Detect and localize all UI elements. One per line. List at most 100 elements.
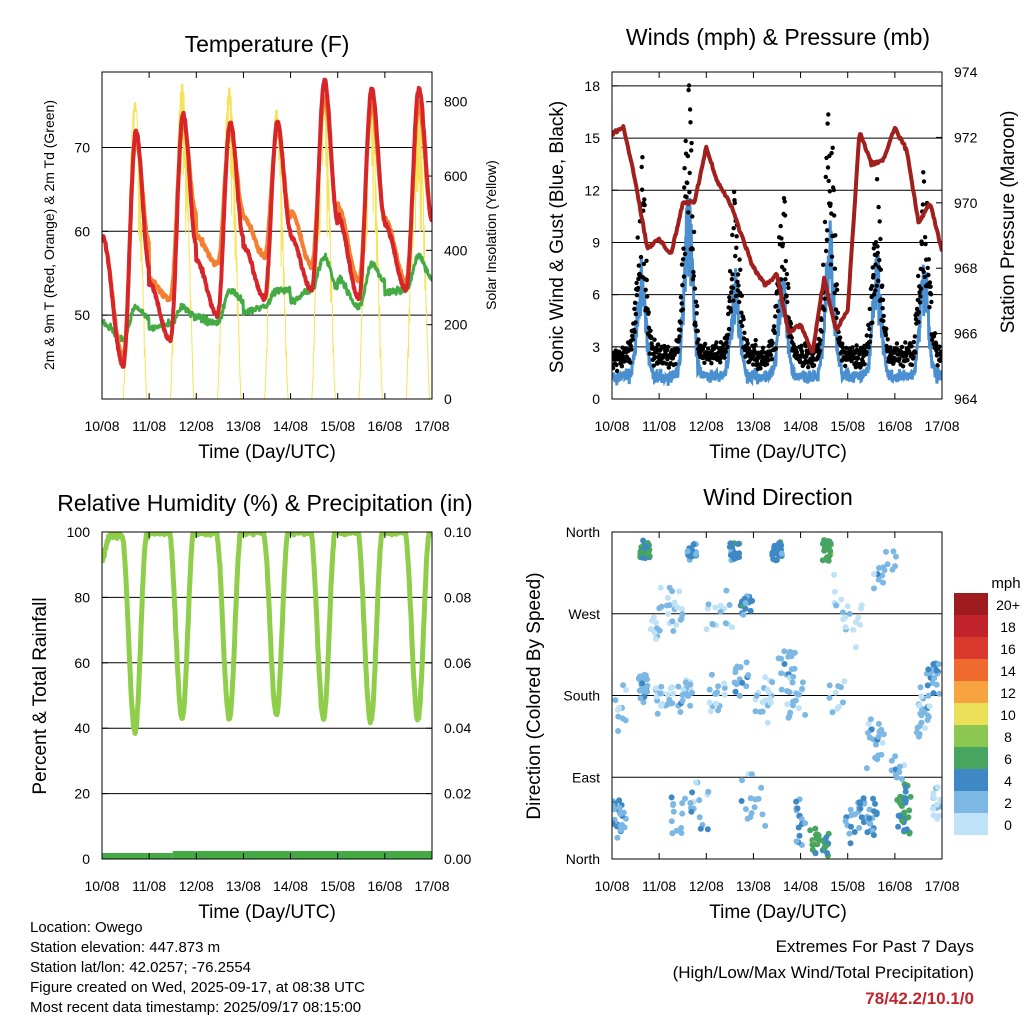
precip-y2tick-label: 0.02 — [444, 786, 471, 802]
direction-point — [759, 699, 766, 706]
gust-point — [929, 299, 934, 305]
gust-point — [698, 343, 703, 348]
direction-point — [926, 703, 933, 710]
gust-point — [868, 333, 873, 339]
gust-point — [922, 274, 927, 280]
gust-point — [828, 262, 834, 267]
direction-point — [679, 810, 686, 817]
temperature-ylabel-right: Solar Insolation (Yellow) — [483, 160, 499, 310]
direction-point — [880, 579, 886, 586]
gust-point — [682, 185, 687, 190]
gust-point — [678, 295, 684, 300]
direction-point — [826, 538, 833, 545]
direction-point — [749, 597, 756, 604]
direction-point — [715, 707, 722, 714]
gust-point — [878, 236, 883, 242]
sonic-wind-line — [612, 195, 942, 387]
gust-point — [926, 257, 931, 262]
gust-point — [871, 272, 876, 278]
direction-point — [896, 769, 903, 775]
direction-ytick-label: North — [566, 524, 600, 540]
direction-xtick-label: 15/08 — [830, 878, 865, 894]
gust-point — [731, 189, 737, 195]
direction-point — [619, 715, 626, 722]
direction-point — [896, 763, 903, 770]
winds-panel: Winds (mph) & Pressure (mb) Sonic Wind &… — [547, 24, 1019, 463]
gust-point — [724, 340, 729, 345]
gust-point — [652, 337, 657, 342]
gust-point — [690, 214, 695, 219]
gust-point — [785, 299, 790, 305]
direction-xtick-label: 11/08 — [642, 878, 676, 894]
gust-point — [632, 300, 638, 305]
gust-point — [730, 272, 735, 277]
direction-point — [873, 741, 879, 748]
direction-point — [865, 720, 872, 727]
direction-point — [902, 784, 909, 791]
temperature-ytick-label: 60 — [74, 223, 90, 239]
gust-point — [825, 228, 830, 233]
direction-point — [703, 626, 710, 633]
temperature-ylabel-left: 2m & 9m T (Red, Orange) & 2m Td (Green) — [41, 100, 57, 370]
direction-point — [767, 695, 774, 702]
temperature-solar-y2tick-label: 200 — [444, 317, 468, 333]
direction-point — [678, 606, 685, 612]
direction-point — [612, 806, 617, 813]
gust-point — [880, 283, 885, 288]
gust-point — [723, 349, 728, 354]
gust-point — [629, 347, 634, 352]
direction-point — [840, 699, 846, 706]
direction-point — [678, 830, 685, 836]
gust-point — [760, 345, 766, 350]
gust-point — [899, 344, 905, 350]
direction-point — [641, 671, 648, 678]
winds-ytick-label: 0 — [592, 391, 600, 407]
direction-point — [858, 814, 865, 821]
direction-point — [715, 683, 722, 690]
direction-point — [895, 823, 902, 830]
gust-point — [870, 265, 875, 270]
direction-point — [696, 797, 703, 804]
direction-point — [852, 644, 859, 651]
direction-point — [913, 729, 920, 736]
direction-point — [764, 719, 771, 726]
direction-point — [924, 682, 931, 689]
pressure-y2tick-label: 974 — [954, 64, 978, 80]
direction-point — [769, 552, 776, 559]
gust-point — [681, 246, 686, 251]
gust-point — [918, 294, 923, 299]
gust-point — [862, 362, 867, 367]
direction-point — [902, 788, 909, 795]
direction-point — [644, 688, 651, 695]
direction-point — [731, 679, 738, 686]
gust-point — [928, 284, 933, 289]
gust-point — [646, 310, 651, 315]
gust-point — [939, 349, 942, 354]
gust-point — [819, 317, 824, 323]
gust-point — [682, 166, 687, 171]
direction-point — [870, 795, 877, 802]
direction-point — [675, 683, 682, 690]
gust-point — [773, 346, 779, 351]
station-elevation: Station elevation: 447.873 m — [30, 939, 221, 956]
gust-point — [612, 365, 616, 371]
direction-point — [687, 681, 694, 688]
direction-point — [778, 670, 785, 677]
direction-point — [762, 822, 769, 829]
direction-point — [892, 753, 899, 760]
gust-point — [666, 365, 671, 370]
direction-point — [682, 795, 688, 802]
gust-point — [829, 254, 835, 259]
gust-point — [738, 319, 743, 325]
direction-point — [764, 686, 771, 693]
extremes-heading: Extremes For Past 7 Days — [775, 937, 974, 956]
gust-point — [859, 363, 864, 368]
direction-point — [879, 739, 886, 746]
direction-xtick-label: 10/08 — [594, 878, 629, 894]
direction-point — [612, 820, 616, 827]
winds-ytick-label: 15 — [584, 130, 600, 146]
direction-point — [784, 701, 791, 708]
winds-xtick-label: 12/08 — [689, 418, 724, 434]
colorbar-label: 18 — [1000, 619, 1016, 635]
direction-point — [829, 709, 836, 716]
